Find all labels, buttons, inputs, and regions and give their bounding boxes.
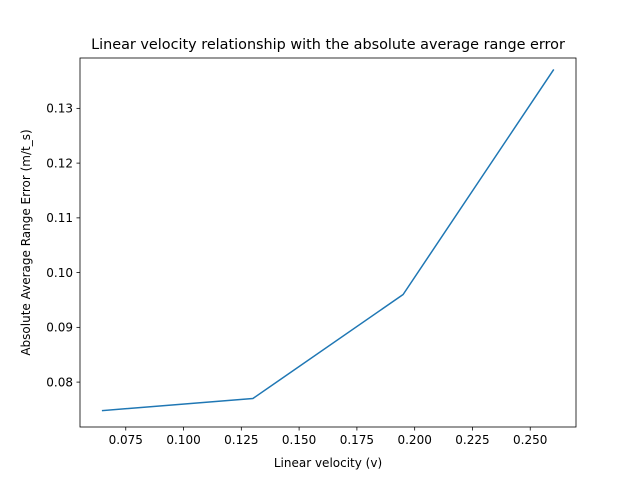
y-tick-label: 0.11 (46, 211, 73, 225)
x-tick-label: 0.075 (109, 433, 143, 447)
axes-frame (79, 57, 577, 428)
y-axis: 0.08 0.09 0.10 0.11 0.12 0.13 (46, 102, 80, 389)
x-tick-label: 0.250 (513, 433, 547, 447)
y-tick-label: 0.08 (46, 375, 73, 389)
y-tick-label: 0.09 (46, 321, 73, 335)
x-tick-label: 0.100 (166, 433, 200, 447)
y-axis-label: Absolute Average Range Error (m/t_s) (19, 129, 33, 355)
x-axis-label: Linear velocity (v) (274, 456, 382, 470)
x-tick-label: 0.225 (455, 433, 489, 447)
x-tick-label: 0.175 (340, 433, 374, 447)
y-tick-label: 0.10 (46, 266, 73, 280)
x-axis: 0.075 0.100 0.125 0.150 0.175 0.200 0.225 0.250 (109, 427, 547, 447)
chart-title: Linear velocity relationship with the ab… (91, 37, 565, 53)
x-tick-label: 0.125 (224, 433, 258, 447)
x-tick-label: 0.150 (282, 433, 316, 447)
y-tick-label: 0.12 (46, 156, 73, 170)
series-line (101, 68, 555, 412)
y-tick-label: 0.13 (46, 102, 73, 116)
x-tick-label: 0.200 (397, 433, 431, 447)
plot-area (101, 68, 555, 412)
